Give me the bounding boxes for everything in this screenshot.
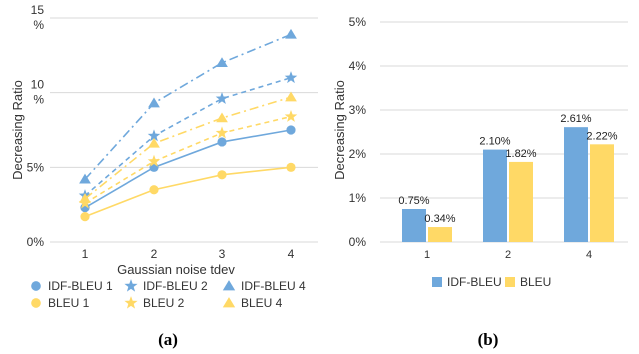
- legend-marker-bleu-4: [222, 297, 236, 308]
- data-point-bleu-1: [217, 170, 227, 180]
- data-point-bleu-1: [286, 162, 296, 172]
- x-tick-label-b: 4: [586, 249, 592, 261]
- data-label-idf-bleu: 2.61%: [560, 113, 591, 125]
- data-label-idf-bleu: 0.75%: [398, 195, 429, 207]
- x-tick-label-b: 2: [505, 249, 511, 261]
- legend-swatch-idf-bleu: [432, 277, 442, 287]
- bar-bleu-2: [509, 161, 533, 242]
- legend-label-idf-bleu: IDF-BLEU: [447, 275, 502, 289]
- bar-idf-bleu-4: [564, 127, 588, 242]
- y-tick-label-a: 15: [31, 3, 45, 17]
- series-line-idf-bleu-2: [84, 76, 292, 197]
- y-tick-label-b: 4%: [349, 59, 367, 73]
- x-tick-label-a: 3: [219, 247, 226, 261]
- legend-label-idf-bleu-4: IDF-BLEU 4: [241, 279, 306, 293]
- bar-chart-b: 0% 1% 2% 3% 4% 5% Decreasing Ratio 1 0.75% 0.34% 2…: [332, 15, 628, 349]
- data-label-bleu: 2.22%: [586, 130, 617, 142]
- series-line-bleu-4: [84, 96, 292, 200]
- bar-bleu-4: [590, 144, 614, 242]
- caption-b: (b): [478, 330, 499, 349]
- data-label-bleu: 0.34%: [424, 213, 455, 225]
- legend-swatch-bleu: [505, 277, 515, 287]
- y-tick-label-a: 5%: [27, 160, 45, 174]
- y-tick-label-b: 0%: [349, 235, 367, 249]
- x-tick-label-a: 1: [82, 247, 89, 261]
- legend-marker-idf-bleu-2: [124, 279, 138, 292]
- data-point-idf-bleu-2: [147, 129, 161, 142]
- legend-marker-bleu-1: [31, 298, 41, 308]
- data-label-bleu: 1.82%: [505, 148, 536, 160]
- series-line-bleu-1: [84, 166, 292, 218]
- y-tick-label-a: 0%: [27, 235, 45, 249]
- caption-a: (a): [158, 330, 178, 349]
- data-point-bleu-2: [284, 109, 298, 122]
- y-tick-label-a: %: [33, 93, 44, 107]
- x-tick-label-b: 1: [424, 249, 430, 261]
- y-axis-title-a: Decreasing Ratio: [10, 80, 25, 180]
- data-point-idf-bleu-4: [148, 97, 160, 108]
- x-axis-title-a: Gaussian noise tdev: [117, 262, 235, 277]
- legend-label-bleu-1: BLEU 1: [48, 296, 90, 310]
- legend-label-idf-bleu-2: IDF-BLEU 2: [143, 279, 208, 293]
- y-tick-label-b: 5%: [349, 15, 367, 29]
- data-point-idf-bleu-1: [217, 137, 227, 147]
- data-point-bleu-2: [147, 154, 161, 167]
- legend-label-bleu: BLEU: [520, 275, 551, 289]
- legend-marker-bleu-2: [124, 296, 138, 309]
- data-point-bleu-1: [80, 212, 90, 222]
- data-point-bleu-4: [148, 137, 160, 148]
- y-tick-label-a: %: [33, 18, 44, 32]
- data-point-idf-bleu-2: [215, 92, 229, 104]
- x-tick-label-a: 4: [288, 247, 295, 261]
- data-point-idf-bleu-2: [284, 71, 298, 84]
- y-tick-label-b: 3%: [349, 103, 367, 117]
- series-line-idf-bleu-4: [84, 33, 292, 180]
- y-axis-title-b: Decreasing Ratio: [332, 80, 347, 180]
- data-point-bleu-1: [149, 185, 159, 195]
- legend-label-idf-bleu-1: IDF-BLEU 1: [48, 279, 113, 293]
- y-tick-label-b: 1%: [349, 191, 367, 205]
- y-tick-label-b: 2%: [349, 147, 367, 161]
- bar-bleu-1: [428, 227, 452, 242]
- legend-label-bleu-2: BLEU 2: [143, 296, 185, 310]
- data-point-idf-bleu-4: [79, 173, 91, 184]
- y-tick-label-a: 10: [31, 78, 45, 92]
- data-point-idf-bleu-4: [285, 28, 297, 39]
- data-point-bleu-4: [79, 193, 91, 203]
- legend-marker-idf-bleu-4: [222, 280, 236, 291]
- x-tick-label-a: 2: [151, 247, 158, 261]
- data-point-idf-bleu-4: [216, 57, 228, 67]
- series-line-bleu-2: [84, 115, 292, 204]
- legend-marker-idf-bleu-1: [31, 281, 41, 291]
- bar-idf-bleu-2: [483, 149, 507, 242]
- data-point-bleu-4: [216, 112, 228, 123]
- legend-label-bleu-4: BLEU 4: [241, 296, 283, 310]
- data-point-idf-bleu-1: [286, 125, 296, 135]
- series-line-idf-bleu-1: [84, 129, 292, 209]
- bar-idf-bleu-1: [402, 209, 426, 242]
- data-point-bleu-4: [285, 91, 297, 102]
- data-point-bleu-2: [215, 126, 229, 139]
- data-label-idf-bleu: 2.10%: [479, 136, 510, 148]
